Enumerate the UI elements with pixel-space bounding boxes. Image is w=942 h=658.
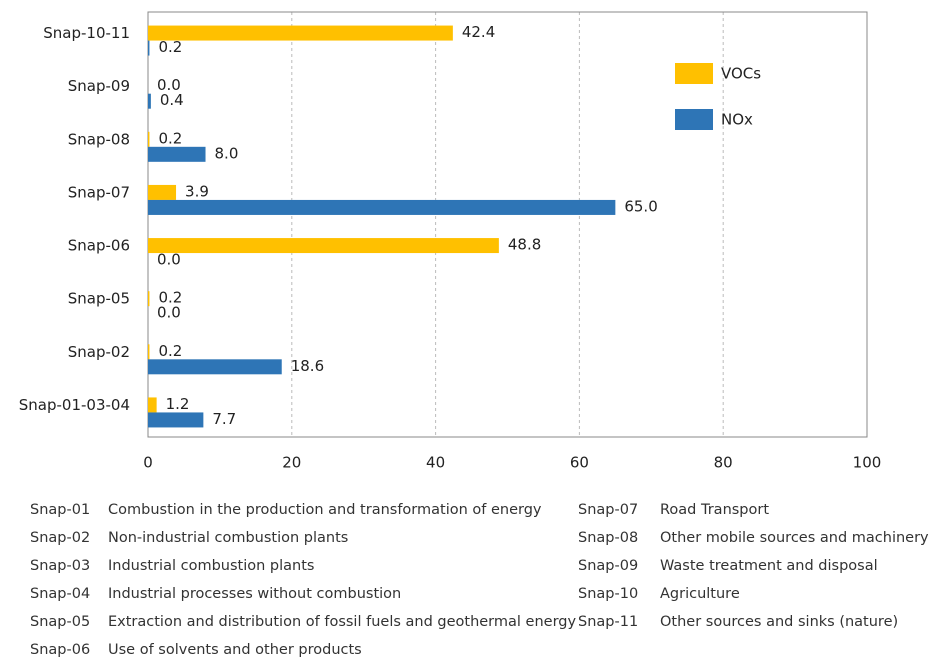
- code-name: Snap-10: [578, 586, 638, 602]
- x-tick-label: 40: [426, 454, 445, 472]
- y-tick-label: Snap-06: [68, 237, 130, 255]
- code-description: Agriculture: [660, 586, 740, 602]
- y-tick-label: Snap-09: [68, 77, 130, 95]
- bar: [148, 238, 499, 254]
- code-name: Snap-06: [30, 642, 90, 658]
- x-tick-label: 60: [570, 454, 589, 472]
- code-name: Snap-09: [578, 558, 638, 574]
- code-name: Snap-01: [30, 502, 90, 518]
- value-label: 65.0: [624, 197, 657, 215]
- x-tick-label: 0: [143, 454, 153, 472]
- bar: [148, 412, 204, 428]
- value-label: 0.2: [158, 342, 182, 360]
- code-description: Other mobile sources and machinery: [660, 530, 929, 546]
- value-label: 48.8: [508, 236, 541, 254]
- bar: [148, 131, 150, 147]
- value-label: 42.4: [462, 23, 495, 41]
- x-tick-label: 100: [853, 454, 882, 472]
- bar: [148, 397, 157, 413]
- legend-swatch: [675, 109, 713, 130]
- code-description: Combustion in the production and transfo…: [108, 502, 542, 518]
- plot-border: [147, 11, 868, 438]
- code-name: Snap-08: [578, 530, 638, 546]
- value-label: 3.9: [185, 182, 209, 200]
- bar: [148, 344, 150, 360]
- y-tick-label: Snap-05: [68, 290, 130, 308]
- y-tick-label: Snap-07: [68, 183, 130, 201]
- value-label: 18.6: [291, 357, 324, 375]
- y-tick-label: Snap-08: [68, 130, 130, 148]
- value-label: 0.0: [157, 304, 181, 322]
- value-label: 0.0: [157, 251, 181, 269]
- code-description: Use of solvents and other products: [108, 642, 362, 658]
- value-label: 1.2: [166, 395, 190, 413]
- code-description: Industrial combustion plants: [108, 558, 314, 574]
- code-description: Road Transport: [660, 502, 769, 518]
- legend-swatch: [675, 63, 713, 84]
- bar: [148, 25, 453, 41]
- code-name: Snap-07: [578, 502, 638, 518]
- value-label: 8.0: [215, 144, 239, 162]
- code-description: Other sources and sinks (nature): [660, 614, 898, 630]
- y-tick-label: Snap-01-03-04: [19, 396, 130, 414]
- y-tick-label: Snap-02: [68, 343, 130, 361]
- y-tick-label: Snap-10-11: [43, 24, 130, 42]
- code-name: Snap-03: [30, 558, 90, 574]
- code-description: Waste treatment and disposal: [660, 558, 878, 574]
- code-name: Snap-04: [30, 586, 90, 602]
- bar: [148, 93, 151, 109]
- value-label: 0.0: [157, 76, 181, 94]
- code-description: Extraction and distribution of fossil fu…: [108, 614, 576, 630]
- bar: [148, 359, 282, 375]
- code-name: Snap-02: [30, 530, 90, 546]
- value-label: 0.2: [158, 38, 182, 56]
- legend-label: NOx: [721, 111, 753, 129]
- legend-label: VOCs: [721, 65, 761, 83]
- bar: [148, 40, 150, 56]
- code-description: Industrial processes without combustion: [108, 586, 401, 602]
- value-label: 0.4: [160, 91, 184, 109]
- code-name: Snap-05: [30, 614, 90, 630]
- value-label: 7.7: [212, 410, 236, 428]
- value-label: 0.2: [158, 129, 182, 147]
- value-label: 0.2: [158, 289, 182, 307]
- bar: [148, 184, 177, 200]
- bar: [148, 291, 150, 307]
- bar: [148, 146, 206, 162]
- x-tick-label: 20: [282, 454, 301, 472]
- code-description: Non-industrial combustion plants: [108, 530, 348, 546]
- bar: [148, 199, 616, 215]
- code-name: Snap-11: [578, 614, 638, 630]
- x-tick-label: 80: [714, 454, 733, 472]
